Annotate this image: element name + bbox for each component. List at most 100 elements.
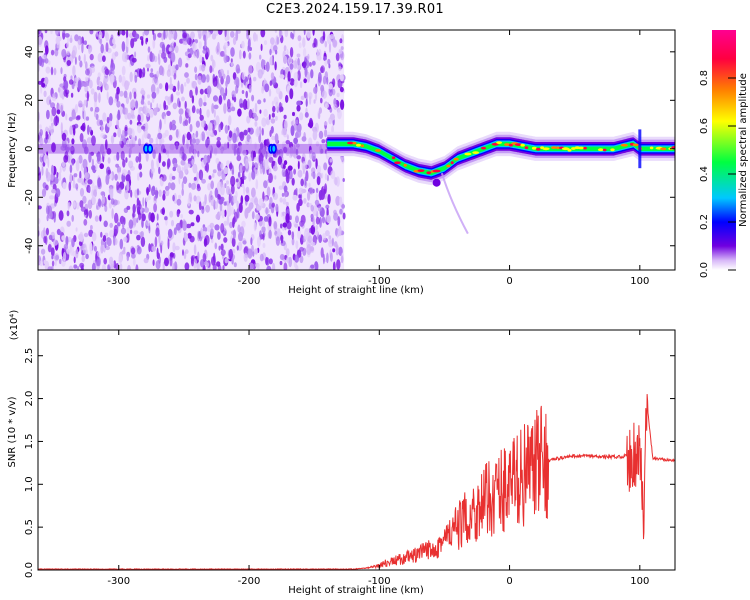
signal-hotspot [417, 169, 425, 173]
noise-speck [41, 188, 47, 197]
noise-speck [324, 40, 328, 48]
noise-speck [251, 187, 256, 198]
noise-speck [212, 77, 218, 87]
noise-speck [307, 191, 311, 201]
noise-speck [295, 265, 299, 270]
noise-speck [247, 98, 250, 110]
noise-speck [303, 30, 306, 36]
noise-speck [123, 90, 128, 99]
noise-speck [296, 100, 302, 106]
noise-speck [66, 60, 72, 66]
noise-speck [295, 148, 299, 156]
noise-speck [160, 240, 164, 246]
noise-speck [117, 127, 122, 138]
noise-speck [215, 201, 218, 210]
noise-speck [91, 195, 96, 205]
noise-speck [132, 258, 136, 266]
noise-speck [275, 87, 281, 95]
noise-speck [91, 165, 96, 171]
noise-speck [187, 53, 192, 59]
noise-speck [293, 168, 296, 175]
noise-speck [306, 74, 311, 80]
noise-speck [146, 37, 149, 43]
snr-frame [37, 329, 676, 571]
noise-speck [136, 246, 142, 255]
noise-speck [254, 121, 258, 127]
spectrogram-y-axis: -40 -20 0 20 40 [24, 45, 675, 254]
noise-speck [175, 142, 179, 150]
noise-speck [254, 102, 258, 113]
noise-speck [99, 119, 103, 126]
y-tick-label: 0 [24, 146, 35, 152]
noise-speck [172, 242, 176, 253]
noise-speck [86, 137, 92, 144]
noise-speck [212, 263, 217, 270]
signal-hotspot [578, 146, 585, 150]
noise-speck [299, 220, 305, 227]
snr-x-axis: -300 -200 -100 0 100 [107, 330, 649, 587]
noise-speck [251, 211, 255, 220]
noise-speck [68, 181, 72, 191]
noise-speck [79, 262, 85, 269]
noise-blob-core [148, 145, 152, 152]
noise-speck [106, 237, 112, 247]
noise-speck [308, 137, 313, 147]
noise-speck [252, 251, 255, 257]
spectrogram-y-label: Frequency (Hz) [7, 112, 18, 188]
noise-speck [196, 185, 201, 192]
noise-speck [324, 183, 328, 194]
noise-speck [175, 129, 179, 138]
noise-speck [274, 30, 277, 33]
noise-speck [294, 223, 299, 228]
noise-speck [251, 94, 255, 102]
noise-speck [252, 112, 257, 118]
noise-speck [186, 223, 192, 229]
noise-speck [225, 80, 228, 88]
noise-speck [220, 185, 225, 196]
noise-speck [69, 173, 73, 184]
noise-speck [315, 141, 320, 147]
noise-speck [71, 159, 75, 166]
noise-speck [263, 108, 268, 117]
noise-speck [215, 44, 221, 55]
noise-speck [125, 174, 131, 183]
noise-speck [100, 244, 104, 254]
noise-speck [272, 262, 276, 270]
noise-speck [67, 142, 70, 148]
spectrogram-frame [37, 29, 676, 271]
noise-speck [100, 231, 103, 238]
noise-speck [104, 68, 110, 76]
noise-speck [162, 148, 167, 153]
noise-speck [228, 162, 233, 170]
noise-speck [268, 258, 273, 265]
noise-speck [220, 223, 225, 233]
noise-speck [336, 259, 341, 270]
noise-speck [189, 123, 193, 133]
noise-speck [103, 48, 107, 55]
noise-speck [285, 172, 290, 184]
noise-speck [186, 77, 190, 84]
noise-speck [75, 82, 79, 88]
noise-speck [79, 187, 85, 197]
noise-speck [291, 238, 295, 246]
noise-speck [218, 72, 222, 79]
noise-speck [145, 220, 151, 227]
noise-speck [229, 193, 233, 201]
noise-speck [146, 94, 151, 99]
noise-speck [198, 41, 202, 49]
noise-speck [213, 95, 218, 102]
noise-speck [50, 102, 56, 109]
noise-speck [65, 113, 68, 121]
noise-speck [181, 181, 184, 191]
noise-speck [273, 221, 278, 230]
noise-speck [223, 142, 228, 150]
noise-speck [293, 79, 298, 88]
snr-y-axis: 0.0 0.5 1.0 1.5 2.0 2.5 [24, 348, 675, 578]
x-tick-label: 0 [506, 276, 512, 287]
noise-speck [221, 209, 225, 219]
noise-speck [53, 255, 56, 260]
noise-speck [213, 30, 219, 37]
noise-speck [321, 216, 326, 224]
noise-speck [199, 88, 204, 95]
noise-speck [232, 132, 237, 144]
